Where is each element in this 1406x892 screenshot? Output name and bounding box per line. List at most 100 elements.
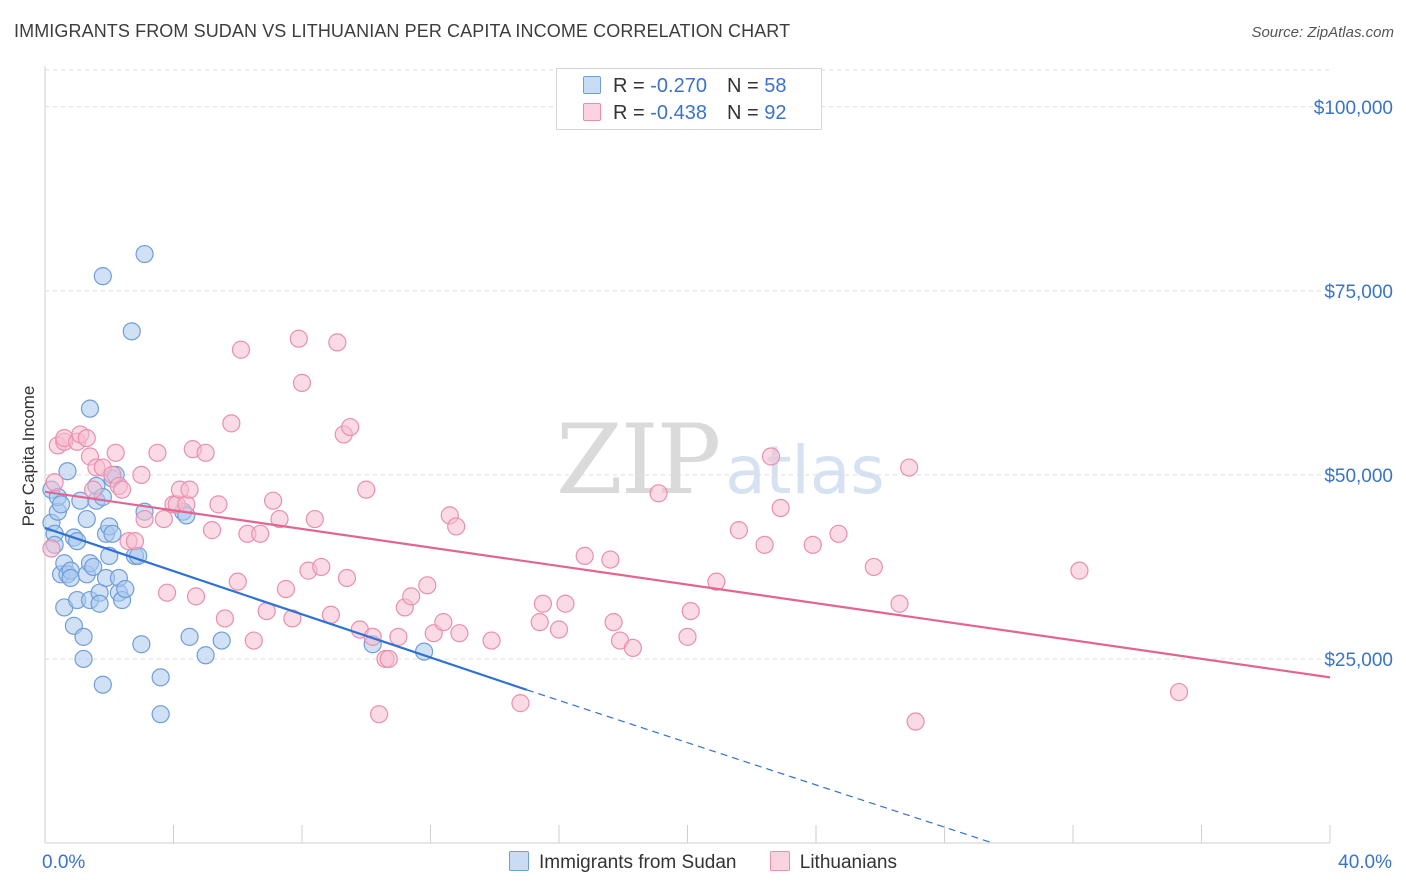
legend-lith-swatch	[769, 851, 790, 871]
lithuanian-point	[511, 694, 530, 713]
lithuanian-point	[312, 557, 331, 577]
lith-r-value: -0.438	[650, 102, 707, 124]
lithuanian-point	[157, 583, 177, 602]
lithuanian-point	[196, 443, 215, 462]
lithuanian-point	[263, 491, 283, 510]
lithuanian-point	[864, 557, 883, 577]
sudan-point	[103, 524, 122, 543]
sudan-trend-extension	[526, 689, 993, 844]
y-tick-label: $100,000	[1314, 98, 1393, 119]
lithuanian-point	[1169, 682, 1189, 702]
lithuanians-swatch	[583, 103, 601, 121]
sudan-point	[151, 705, 170, 724]
lithuanian-point	[112, 480, 132, 499]
x-tick-max: 40.0%	[1338, 852, 1392, 873]
lithuanian-point	[434, 613, 453, 632]
lithuanian-point	[389, 627, 408, 646]
legend-sudan-swatch	[509, 851, 530, 871]
lith-r-label: R =	[613, 102, 651, 124]
lithuanian-point	[77, 428, 96, 448]
lithuanian-point	[890, 594, 909, 613]
lithuanian-point	[244, 631, 263, 650]
lithuanian-point	[321, 605, 341, 624]
sudan-point	[93, 267, 112, 286]
lithuanian-point	[530, 613, 549, 632]
lithuanian-point	[649, 484, 668, 503]
lithuanian-point	[482, 631, 501, 650]
lithuanian-point	[148, 443, 167, 462]
lithuanian-point	[729, 521, 749, 540]
lithuanian-point	[447, 517, 466, 536]
lithuanian-trend-line	[44, 490, 1331, 679]
lithuanian-point	[379, 649, 398, 669]
sudan-point	[132, 635, 151, 654]
lithuanian-point	[180, 480, 199, 499]
y-tick-label: $75,000	[1324, 282, 1393, 303]
lithuanian-point	[450, 624, 469, 643]
y-tick-label: $50,000	[1324, 466, 1393, 487]
lithuanian-point	[363, 627, 382, 646]
lith-n-value: 92	[764, 102, 787, 124]
sudan-point	[116, 579, 135, 599]
lithuanian-point	[135, 509, 154, 529]
sudan-point	[93, 675, 112, 694]
lith-n-label: N =	[726, 102, 765, 124]
lithuanian-point	[270, 509, 289, 529]
lithuanian-point	[771, 498, 790, 518]
sudan-point	[151, 668, 170, 687]
lithuanian-point	[45, 473, 64, 492]
lithuanian-point	[604, 613, 623, 632]
sudan-point	[51, 495, 71, 514]
sudan-trend-line	[44, 526, 528, 691]
sudan-point	[74, 627, 93, 646]
lithuanian-point	[549, 620, 569, 639]
lithuanian-point	[370, 705, 389, 724]
sudan-point	[90, 594, 109, 613]
lithuanian-point	[215, 609, 234, 628]
y-axis-label: Per Capita Income	[19, 385, 38, 527]
lithuanian-point	[575, 546, 594, 565]
y-tick-label: $25,000	[1324, 650, 1393, 671]
lithuanian-point	[1070, 561, 1089, 580]
lithuanian-point	[601, 550, 620, 569]
lithuanian-point	[678, 627, 697, 646]
lithuanian-point	[906, 712, 925, 731]
sudan-point	[58, 462, 77, 481]
sudan-point	[61, 568, 80, 588]
lithuanian-point	[681, 601, 700, 621]
x-tick-min: 0.0%	[42, 852, 86, 873]
lithuanian-point	[42, 539, 61, 558]
lithuanian-point	[900, 458, 919, 477]
chart-title: IMMIGRANTS FROM SUDAN VS LITHUANIAN PER …	[14, 21, 791, 41]
lithuanian-point	[251, 524, 270, 543]
lithuanian-point	[132, 465, 151, 485]
sudan-r-label: R =	[613, 75, 651, 97]
lithuanian-point	[228, 572, 247, 591]
lithuanian-point	[803, 535, 822, 554]
lithuanian-point	[231, 340, 251, 359]
lithuanian-point	[707, 572, 726, 591]
lithuanian-point	[125, 532, 145, 551]
lithuanian-point	[305, 509, 324, 529]
lithuanian-point	[337, 568, 357, 588]
lithuanian-point	[289, 329, 308, 348]
sudan-point	[77, 509, 96, 529]
sudan-n-label: N =	[726, 75, 765, 97]
sudan-point	[80, 399, 100, 418]
sudan-point	[180, 627, 199, 646]
lithuanian-point	[106, 443, 125, 462]
sudan-swatch	[583, 76, 601, 94]
lithuanian-point	[341, 417, 360, 437]
lithuanian-point	[222, 414, 241, 433]
lithuanian-point	[761, 447, 781, 466]
lithuanian-point	[202, 521, 222, 540]
sudan-r-value: -0.270	[650, 75, 707, 97]
sudan-point	[122, 322, 141, 341]
sudan-point	[135, 244, 154, 264]
lithuanian-point	[533, 594, 553, 613]
legend-item-sudan[interactable]: Immigrants from Sudan	[509, 851, 736, 874]
legend-item-lithuanians[interactable]: Lithuanians	[769, 851, 897, 874]
legend-stats: R = -0.270 N = 58 R = -0.438 N = 92	[556, 68, 822, 130]
lithuanian-point	[292, 373, 312, 392]
lithuanian-point	[154, 509, 173, 529]
